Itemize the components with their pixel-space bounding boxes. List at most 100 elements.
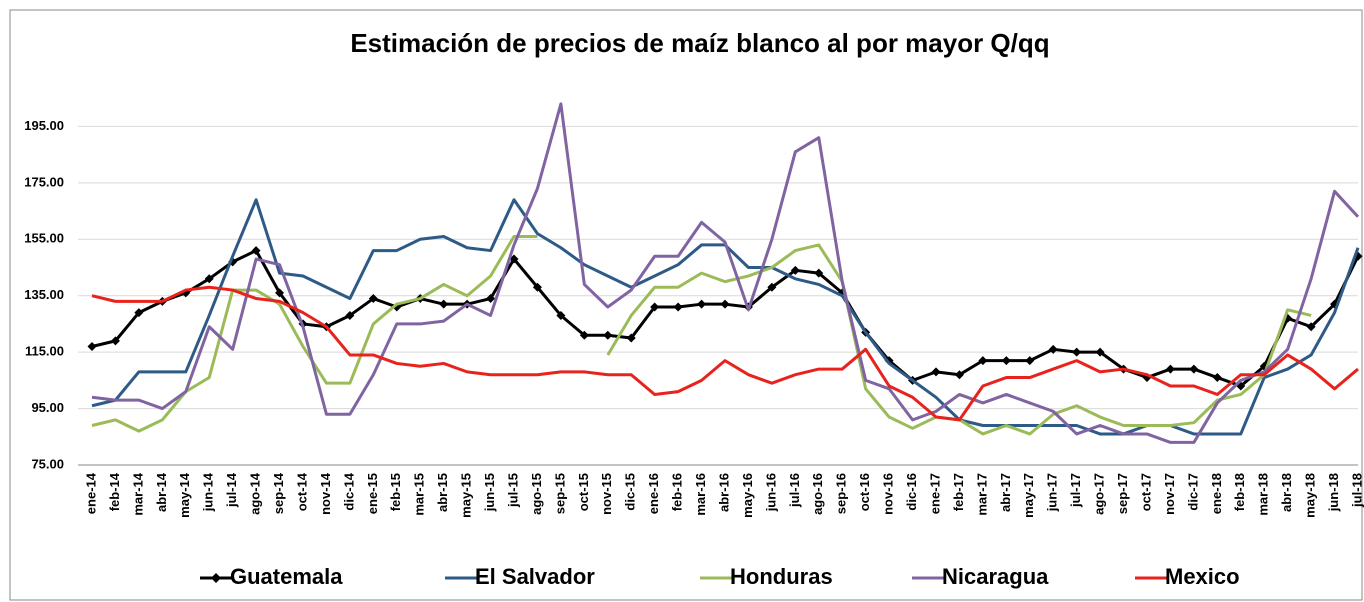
- x-tick-label: ene-17: [927, 473, 942, 514]
- x-tick-label: sep-17: [1115, 473, 1130, 514]
- x-tick-label: oct-17: [1138, 473, 1153, 511]
- x-tick-label: jul-18: [1349, 473, 1364, 508]
- point-marker: [1189, 364, 1199, 374]
- point-marker: [532, 282, 542, 292]
- point-marker: [204, 274, 214, 284]
- x-tick-label: sep-16: [834, 473, 849, 514]
- x-tick-label: jun-17: [1045, 473, 1060, 512]
- point-marker: [1306, 322, 1316, 332]
- x-tick-label: may-18: [1303, 473, 1318, 518]
- x-tick-label: ene-18: [1209, 473, 1224, 514]
- x-tick-label: mar-18: [1256, 473, 1271, 516]
- point-marker: [87, 342, 97, 351]
- point-marker: [814, 268, 824, 278]
- x-tick-label: nov-16: [881, 473, 896, 515]
- y-tick-label: 75.00: [31, 456, 64, 471]
- point-marker: [954, 370, 964, 380]
- point-marker: [1212, 373, 1222, 383]
- x-tick-label: feb-17: [951, 473, 966, 511]
- point-marker: [1095, 347, 1105, 357]
- x-tick-label: jun-16: [763, 473, 778, 512]
- point-marker: [486, 294, 496, 304]
- x-tick-label: dic-14: [341, 472, 356, 510]
- x-tick-label: oct-16: [857, 473, 872, 511]
- x-tick-label: nov-14: [318, 472, 333, 515]
- series-line: [91, 102, 1360, 444]
- x-tick-label: feb-14: [107, 472, 122, 511]
- x-tick-label: jul-14: [224, 472, 239, 508]
- point-marker: [439, 299, 449, 309]
- point-marker: [931, 367, 941, 377]
- x-tick-label: jun-14: [201, 472, 216, 512]
- legend-marker: [211, 573, 221, 583]
- x-tick-label: jul-16: [787, 473, 802, 508]
- point-marker: [720, 299, 730, 309]
- x-tick-label: ene-14: [83, 472, 98, 514]
- point-marker: [626, 333, 636, 343]
- legend-label: Guatemala: [230, 564, 343, 589]
- x-tick-label: abr-18: [1279, 473, 1294, 512]
- y-tick-label: 95.00: [31, 400, 64, 415]
- x-tick-label: sep-14: [271, 472, 286, 514]
- x-tick-label: oct-14: [294, 472, 309, 511]
- legend-label: Nicaragua: [942, 564, 1049, 589]
- y-tick-label: 195.00: [24, 118, 64, 133]
- x-tick-label: mar-15: [412, 473, 427, 516]
- x-tick-label: may-15: [459, 473, 474, 518]
- y-tick-label: 155.00: [24, 231, 64, 246]
- point-marker: [1048, 344, 1058, 354]
- point-marker: [1353, 251, 1363, 261]
- x-tick-label: may-16: [740, 473, 755, 518]
- x-tick-label: sep-15: [552, 473, 567, 514]
- legend-label: Honduras: [730, 564, 833, 589]
- point-marker: [579, 330, 589, 340]
- y-tick-label: 115.00: [25, 344, 64, 359]
- x-tick-label: may-14: [177, 472, 192, 518]
- x-tick-label: abr-16: [716, 473, 731, 512]
- x-tick-label: dic-15: [623, 473, 638, 511]
- x-tick-label: ene-15: [365, 473, 380, 514]
- x-tick-label: dic-17: [1185, 473, 1200, 511]
- point-marker: [110, 336, 120, 346]
- x-tick-label: ago-14: [248, 472, 263, 515]
- point-marker: [978, 356, 988, 366]
- point-marker: [790, 265, 800, 275]
- x-tick-label: feb-16: [670, 473, 685, 511]
- series-line: [91, 285, 1359, 422]
- point-marker: [556, 310, 566, 320]
- point-marker: [650, 302, 660, 312]
- x-tick-label: abr-14: [154, 472, 169, 512]
- x-tick-label: jun-18: [1326, 473, 1341, 512]
- point-marker: [251, 246, 261, 256]
- point-marker: [134, 308, 144, 318]
- x-tick-label: abr-17: [998, 473, 1013, 512]
- point-marker: [697, 299, 707, 309]
- x-tick-label: nov-17: [1162, 473, 1177, 515]
- x-tick-label: ago-17: [1092, 473, 1107, 515]
- point-marker: [1165, 364, 1175, 374]
- point-marker: [1072, 347, 1082, 357]
- legend-label: El Salvador: [475, 564, 595, 589]
- point-marker: [767, 282, 777, 292]
- x-tick-label: mar-17: [974, 473, 989, 516]
- point-marker: [1001, 356, 1011, 366]
- x-tick-label: nov-15: [599, 473, 614, 515]
- x-tick-label: may-17: [1021, 473, 1036, 518]
- x-tick-label: jul-15: [505, 473, 520, 508]
- point-marker: [1025, 356, 1035, 366]
- x-tick-label: jul-17: [1068, 473, 1083, 508]
- point-marker: [603, 330, 613, 340]
- x-tick-label: abr-15: [435, 473, 450, 512]
- point-marker: [509, 254, 519, 264]
- x-tick-label: mar-16: [693, 473, 708, 516]
- x-tick-label: ago-16: [810, 473, 825, 515]
- point-marker: [673, 302, 683, 312]
- chart-title: Estimación de precios de maíz blanco al …: [350, 28, 1049, 58]
- point-marker: [345, 310, 355, 320]
- x-tick-label: ene-16: [646, 473, 661, 514]
- x-tick-label: feb-15: [388, 473, 403, 511]
- x-tick-label: ago-15: [529, 473, 544, 515]
- x-tick-label: oct-15: [576, 473, 591, 511]
- point-marker: [368, 294, 378, 304]
